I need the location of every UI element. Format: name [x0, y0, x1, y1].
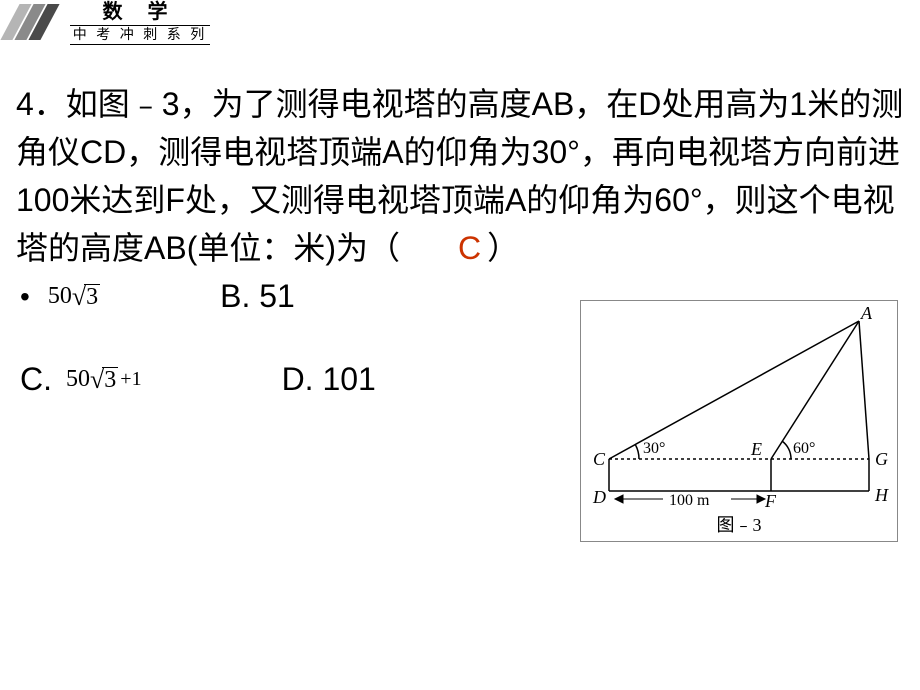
- header-title: 数 学: [97, 2, 184, 24]
- label-D: D: [592, 487, 606, 507]
- logo-stripes: [4, 4, 64, 44]
- header-divider: [70, 25, 210, 26]
- sqrt-icon: √3: [90, 367, 118, 393]
- label-H: H: [874, 485, 889, 505]
- label-C: C: [593, 449, 606, 469]
- figure-svg: A C D E F G H 30° 60° 100 m: [581, 301, 897, 517]
- question-text: 4．如图﹣3，为了测得电视塔的高度AB，在D处用高为1米的测角仪CD，测得电视塔…: [16, 80, 904, 272]
- label-dist: 100 m: [669, 492, 710, 509]
- header-subtitle: 中 考 冲 刺 系 列: [73, 27, 208, 43]
- label-A: A: [860, 303, 873, 323]
- figure-caption: 图﹣3: [581, 511, 897, 537]
- header-divider: [70, 44, 210, 45]
- option-a-rad: 3: [84, 284, 100, 309]
- label-F: F: [764, 491, 777, 511]
- label-G: G: [875, 449, 888, 469]
- option-c-tail: 1: [132, 368, 142, 391]
- header: 数 学 中 考 冲 刺 系 列: [0, 0, 210, 46]
- label-E: E: [750, 439, 762, 459]
- bullet-icon: •: [20, 281, 30, 313]
- option-c-rad: 3: [102, 367, 118, 392]
- option-a-coef: 50: [48, 283, 72, 310]
- option-c-coef: 50: [66, 366, 90, 393]
- option-b: B. 51: [220, 278, 295, 315]
- label-angle2: 60°: [793, 440, 815, 457]
- sqrt-icon: √3: [72, 284, 100, 310]
- paren-close: ）: [487, 230, 519, 266]
- answer-mark: C: [458, 230, 481, 266]
- option-d: D. 101: [282, 361, 376, 398]
- figure: A C D E F G H 30° 60° 100 m 图﹣3: [580, 300, 898, 542]
- option-c-label: C.: [20, 361, 52, 398]
- header-text: 数 学 中 考 冲 刺 系 列: [70, 2, 210, 46]
- option-c: 50 √3 +1: [66, 366, 142, 393]
- label-angle1: 30°: [643, 440, 665, 457]
- option-a: 50 √3: [48, 283, 100, 310]
